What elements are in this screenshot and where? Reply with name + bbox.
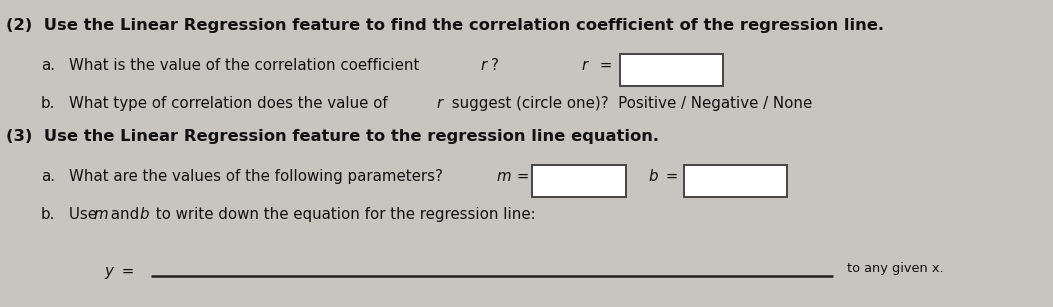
- Text: Use: Use: [68, 207, 101, 222]
- Text: =: =: [661, 169, 679, 184]
- Text: a.: a.: [41, 169, 55, 184]
- Text: =: =: [595, 58, 613, 73]
- Text: b: b: [140, 207, 150, 222]
- Text: b.: b.: [41, 95, 55, 111]
- Text: What are the values of the following parameters?: What are the values of the following par…: [68, 169, 442, 184]
- Text: =: =: [117, 264, 135, 279]
- Text: r: r: [436, 95, 442, 111]
- Text: y: y: [104, 264, 113, 279]
- Bar: [683, 165, 787, 196]
- Text: ?: ?: [492, 58, 499, 73]
- Text: to any given x.: to any given x.: [848, 262, 945, 275]
- Bar: [533, 165, 625, 196]
- Text: suggest (circle one)?  Positive / Negative / None: suggest (circle one)? Positive / Negativ…: [448, 95, 813, 111]
- Text: (2)  Use the Linear Regression feature to find the correlation coefficient of th: (2) Use the Linear Regression feature to…: [6, 18, 885, 33]
- Text: b: b: [649, 169, 658, 184]
- Text: r: r: [480, 58, 486, 73]
- Text: to write down the equation for the regression line:: to write down the equation for the regre…: [151, 207, 536, 222]
- Text: m: m: [93, 207, 107, 222]
- Text: b.: b.: [41, 207, 55, 222]
- Text: m: m: [497, 169, 512, 184]
- Text: What is the value of the correlation coefficient: What is the value of the correlation coe…: [68, 58, 423, 73]
- Text: r: r: [581, 58, 588, 73]
- Text: =: =: [512, 169, 530, 184]
- Bar: [620, 54, 723, 86]
- Text: (3)  Use the Linear Regression feature to the regression line equation.: (3) Use the Linear Regression feature to…: [6, 129, 659, 144]
- Text: What type of correlation does the value of: What type of correlation does the value …: [68, 95, 392, 111]
- Text: a.: a.: [41, 58, 55, 73]
- Text: and: and: [106, 207, 144, 222]
